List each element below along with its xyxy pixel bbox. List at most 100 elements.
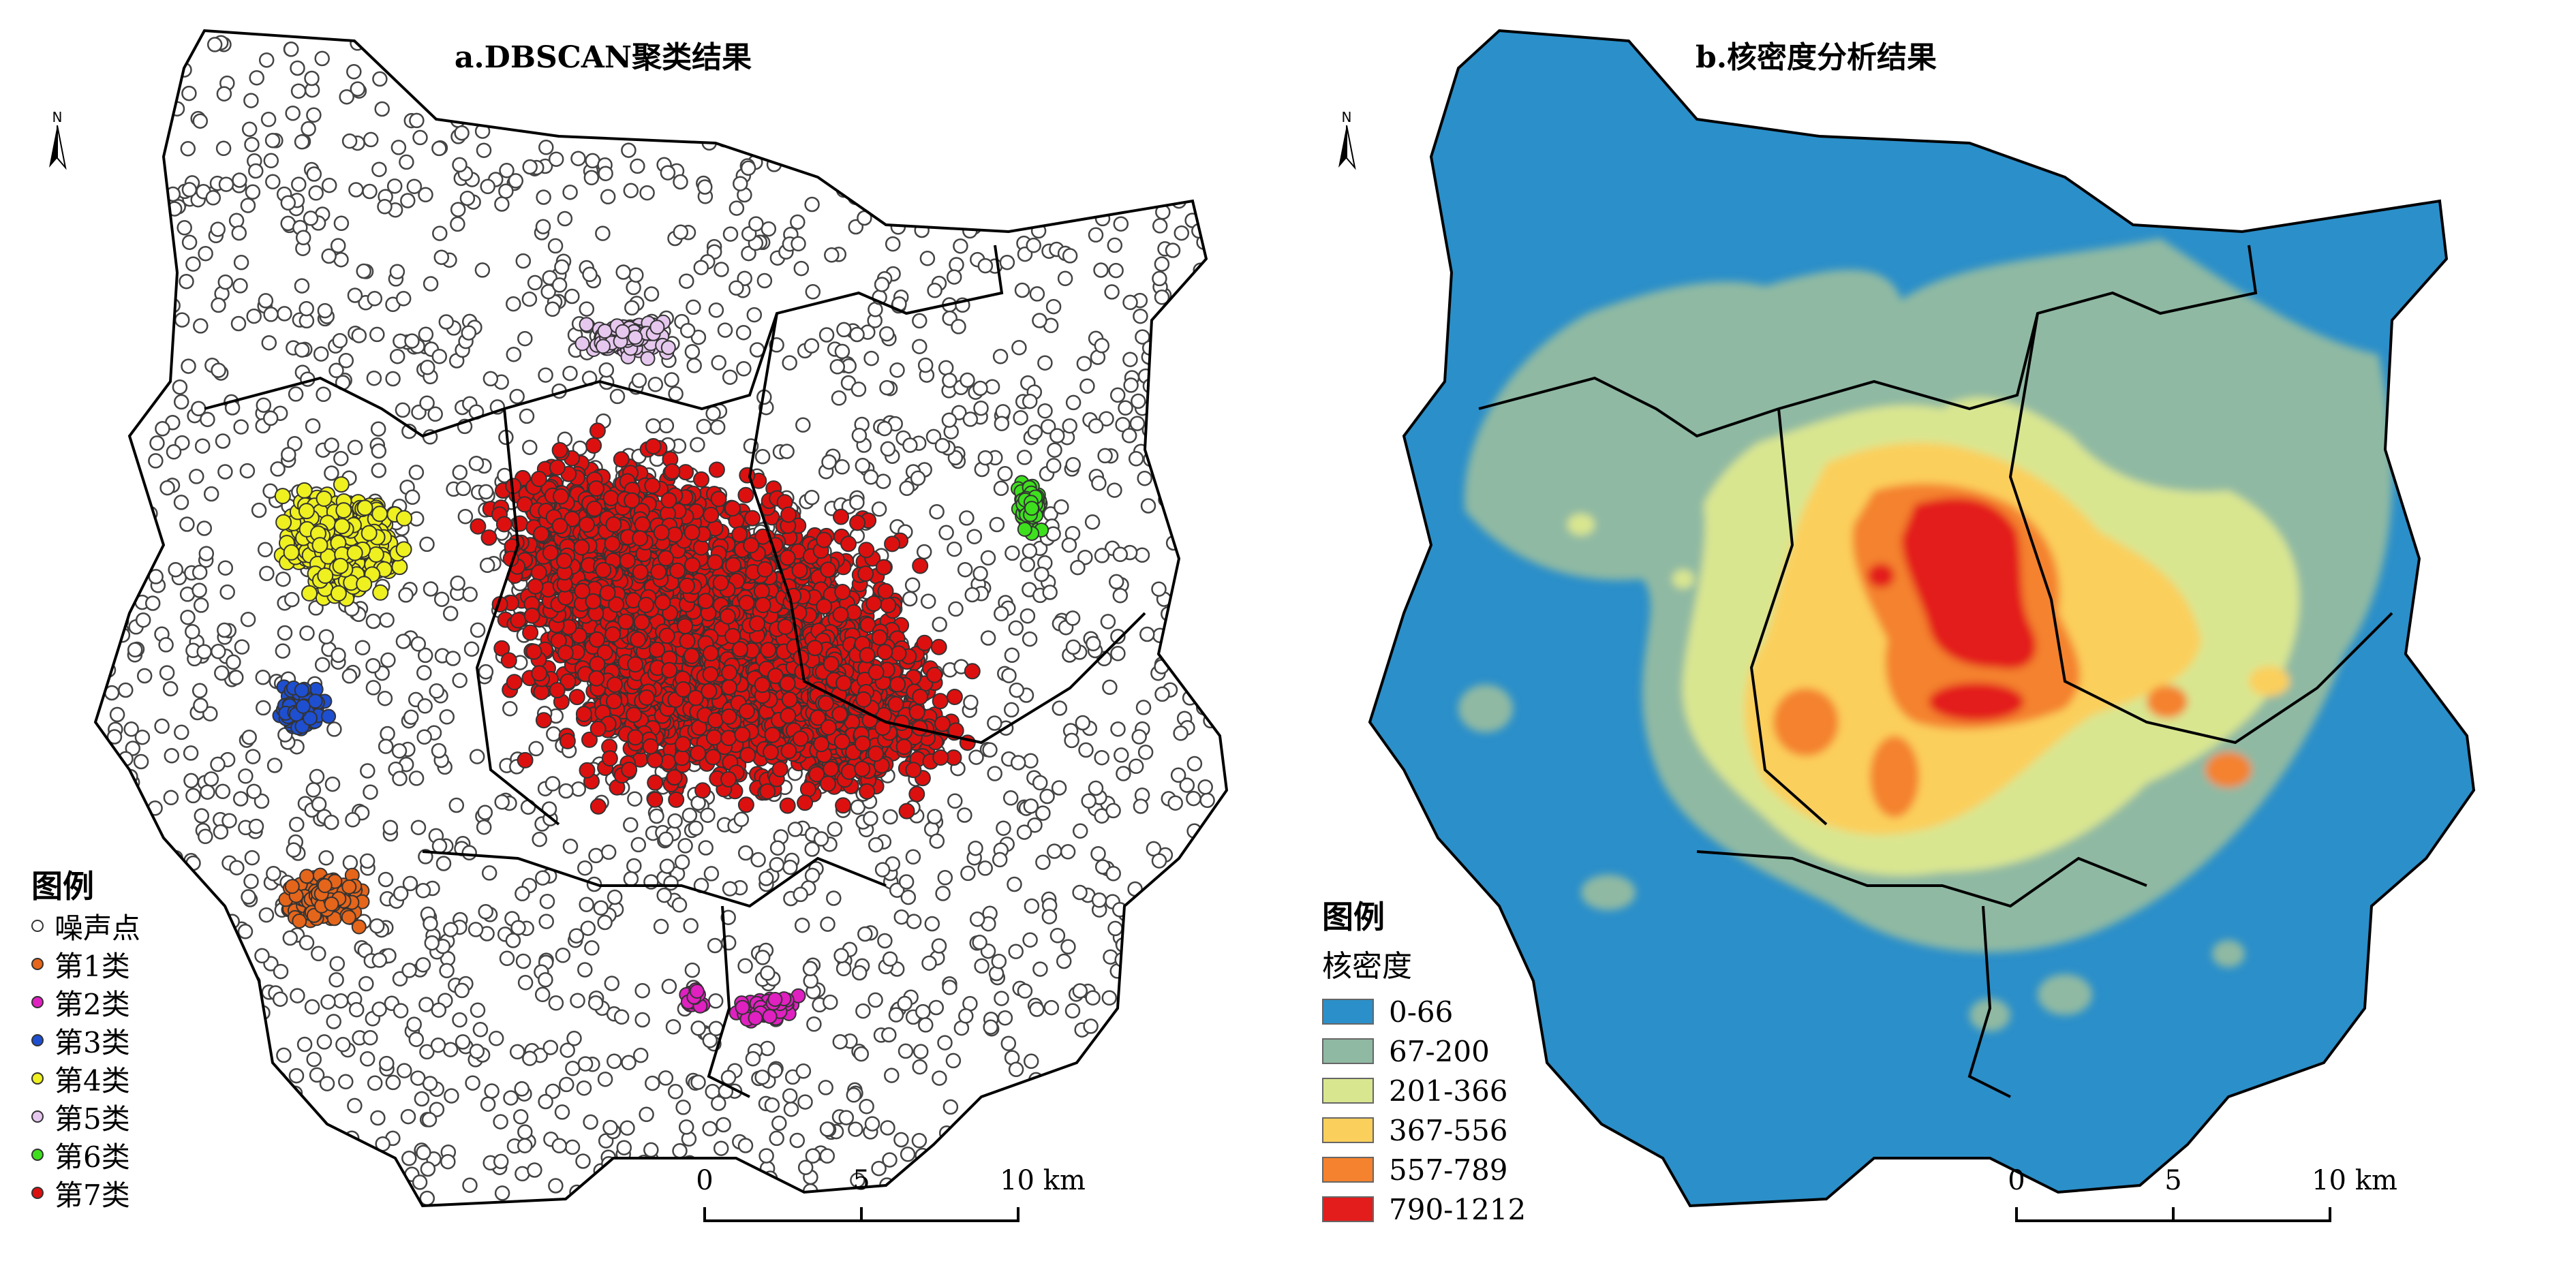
noise-point — [868, 837, 884, 853]
noise-point — [992, 852, 1008, 868]
noise-point — [1087, 42, 1103, 58]
noise-point — [244, 136, 260, 153]
noise-point — [930, 1149, 947, 1166]
noise-point — [298, 935, 315, 951]
noise-point — [1101, 990, 1118, 1006]
noise-point — [1019, 557, 1035, 572]
noise-point — [1043, 99, 1059, 115]
noise-point — [643, 286, 660, 302]
noise-point — [241, 889, 256, 905]
noise-point — [690, 1021, 706, 1036]
noise-point — [935, 886, 951, 901]
noise-point — [244, 1040, 260, 1055]
noise-point — [181, 182, 198, 198]
cluster-7-point — [754, 597, 771, 613]
noise-point — [418, 187, 433, 203]
noise-point — [1201, 657, 1216, 673]
noise-point — [1194, 295, 1210, 311]
noise-point — [153, 949, 169, 965]
noise-point — [417, 698, 433, 714]
noise-point — [1039, 788, 1055, 805]
noise-point — [849, 326, 865, 343]
noise-point — [1010, 755, 1026, 770]
cluster-7-point — [877, 582, 894, 600]
noise-point — [1074, 1128, 1090, 1145]
noise-point — [694, 40, 711, 55]
noise-point — [937, 870, 953, 886]
noise-point — [1166, 1189, 1182, 1204]
noise-point — [392, 770, 408, 787]
noise-point — [1175, 394, 1191, 410]
noise-point — [283, 42, 299, 57]
noise-point — [408, 1031, 425, 1047]
noise-point — [123, 295, 140, 311]
noise-point — [248, 163, 264, 179]
noise-point — [1165, 634, 1180, 649]
noise-point — [851, 427, 868, 443]
noise-point — [824, 247, 840, 263]
noise-point — [1054, 1085, 1069, 1100]
noise-point — [372, 71, 388, 87]
noise-point — [577, 1056, 594, 1072]
noise-point — [229, 1011, 245, 1027]
noise-point — [1133, 40, 1149, 57]
noise-point — [203, 771, 219, 787]
cluster-7-point — [589, 798, 607, 815]
noise-point — [224, 1003, 241, 1019]
noise-point — [761, 114, 778, 131]
noise-point — [326, 721, 342, 737]
noise-point — [711, 355, 726, 371]
noise-point — [764, 1097, 780, 1113]
noise-point — [737, 845, 754, 861]
noise-point — [876, 420, 893, 437]
noise-point — [1181, 648, 1197, 664]
noise-point — [185, 256, 201, 272]
noise-point — [476, 142, 492, 158]
noise-point — [1051, 780, 1067, 796]
noise-point — [149, 222, 165, 238]
noise-point — [449, 59, 465, 75]
noise-point — [684, 962, 701, 978]
noise-point — [1013, 409, 1028, 426]
noise-point — [472, 1022, 489, 1038]
noise-point — [580, 85, 596, 102]
noise-point — [174, 724, 189, 741]
noise-point — [450, 575, 465, 591]
noise-point — [408, 465, 425, 480]
noise-point — [1090, 845, 1106, 862]
noise-point — [1125, 1162, 1141, 1178]
noise-point — [371, 443, 387, 459]
noise-point — [1142, 378, 1159, 394]
noise-point — [1107, 920, 1123, 937]
noise-point — [623, 183, 639, 199]
noise-point — [987, 196, 1003, 213]
noise-point — [1115, 1164, 1131, 1181]
noise-point — [330, 1140, 346, 1157]
noise-point — [987, 766, 1002, 781]
noise-point — [1137, 470, 1152, 486]
noise-point — [250, 1016, 266, 1033]
noise-point — [416, 729, 432, 745]
cluster-7-point — [738, 595, 755, 611]
noise-point — [900, 93, 915, 109]
noise-point — [855, 1003, 871, 1019]
noise-point — [239, 463, 256, 479]
noise-point — [121, 380, 137, 396]
noise-point — [846, 130, 862, 146]
noise-point — [1199, 378, 1214, 394]
noise-point — [181, 85, 197, 102]
noise-point — [469, 749, 485, 764]
noise-point — [391, 743, 408, 759]
noise-point — [132, 37, 148, 52]
cluster-7-point — [849, 514, 866, 531]
noise-point — [1189, 920, 1206, 936]
noise-point — [1127, 1053, 1144, 1069]
noise-point — [294, 134, 310, 150]
noise-point — [395, 634, 412, 649]
noise-point — [577, 962, 593, 978]
noise-point — [931, 938, 947, 954]
noise-point — [980, 550, 996, 566]
noise-point — [477, 805, 493, 820]
noise-point — [630, 837, 647, 853]
noise-point — [115, 84, 132, 100]
